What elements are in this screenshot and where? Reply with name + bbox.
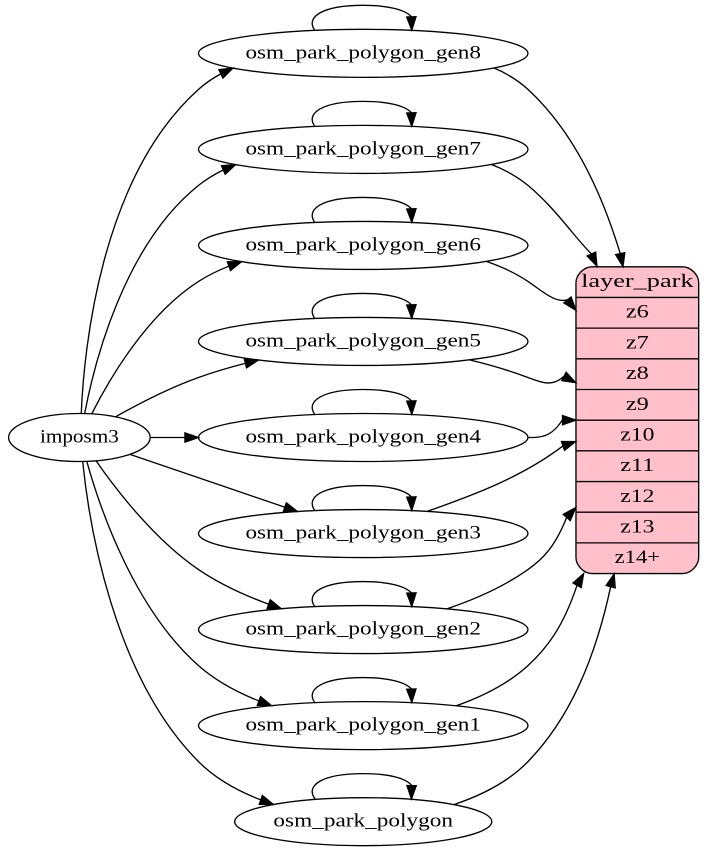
svg-text:osm_park_polygon_gen2: osm_park_polygon_gen2: [245, 619, 481, 640]
svg-text:osm_park_polygon_gen4: osm_park_polygon_gen4: [245, 426, 481, 447]
svg-text:z8: z8: [626, 363, 649, 384]
svg-text:z11: z11: [620, 455, 654, 476]
svg-text:osm_park_polygon_gen6: osm_park_polygon_gen6: [245, 234, 481, 255]
svg-text:z12: z12: [620, 486, 654, 507]
svg-text:osm_park_polygon_gen3: osm_park_polygon_gen3: [245, 522, 481, 543]
svg-text:z14+: z14+: [615, 547, 660, 568]
svg-text:osm_park_polygon_gen5: osm_park_polygon_gen5: [245, 330, 481, 351]
svg-text:osm_park_polygon: osm_park_polygon: [273, 811, 453, 832]
svg-text:imposm3: imposm3: [40, 426, 119, 447]
svg-text:osm_park_polygon_gen1: osm_park_polygon_gen1: [245, 715, 481, 736]
svg-text:z9: z9: [626, 394, 649, 415]
svg-text:osm_park_polygon_gen8: osm_park_polygon_gen8: [245, 42, 481, 63]
svg-text:layer_park: layer_park: [581, 271, 694, 292]
svg-text:osm_park_polygon_gen7: osm_park_polygon_gen7: [245, 138, 481, 159]
svg-text:z10: z10: [620, 424, 654, 445]
svg-text:z13: z13: [620, 516, 654, 537]
svg-text:z7: z7: [626, 332, 649, 353]
svg-text:z6: z6: [626, 302, 649, 323]
